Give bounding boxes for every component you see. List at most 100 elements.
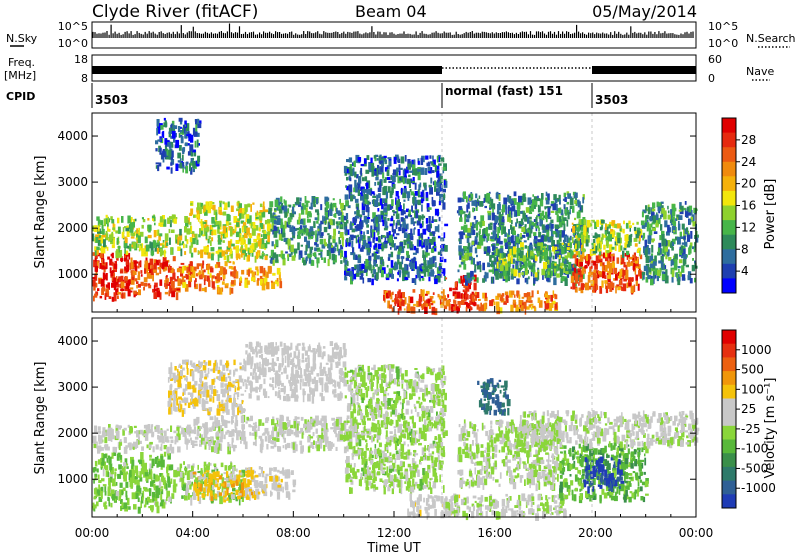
power-cell-r8 — [403, 200, 405, 202]
power-cell-r8 — [365, 199, 368, 204]
power-cell-r5 — [207, 245, 209, 247]
power-cell-r8 — [420, 224, 423, 229]
power-cell-r8 — [411, 217, 414, 224]
power-cell-r4 — [177, 237, 179, 245]
power-cell-r15 — [603, 245, 606, 250]
power-cell-r1 — [169, 282, 171, 286]
station-title: Clyde River (fitACF) — [92, 2, 258, 22]
velocity-cell-r0 — [153, 474, 155, 480]
power-cell-r9 — [413, 304, 416, 306]
power-cell-r6 — [342, 237, 345, 240]
velocity-cell-r0 — [155, 475, 158, 482]
freq-label-line2: [MHz] — [4, 69, 36, 82]
power-cell-r14 — [612, 263, 616, 269]
power-cell-r8 — [428, 167, 431, 172]
power-cell-r6 — [318, 231, 322, 235]
velocity-cell-r0 — [160, 456, 163, 464]
power-cell-r15 — [638, 231, 641, 233]
power-cell-r5 — [259, 227, 261, 231]
power-cell-r8 — [426, 218, 428, 224]
power-cell-r6 — [270, 229, 272, 232]
power-cell-r7 — [178, 126, 180, 132]
power-cell-r12 — [524, 240, 527, 242]
power-cell-r9 — [433, 292, 435, 295]
power-cell-r5 — [201, 224, 203, 230]
power-cell-r11 — [550, 303, 554, 308]
power-cell-r16 — [650, 279, 654, 286]
power-cell-r4 — [118, 227, 121, 234]
power-cell-r11 — [502, 293, 505, 297]
power-cell-r8 — [429, 258, 433, 265]
power-cell-r11 — [484, 303, 486, 308]
power-cell-r4 — [148, 230, 151, 233]
power-cell-r15 — [578, 233, 581, 237]
power-cell-r9 — [425, 294, 428, 296]
power-cell-r15 — [626, 223, 629, 229]
power-cell-r14 — [572, 283, 575, 290]
velocity-cell-r2 — [263, 485, 267, 491]
velocity-cell-r0 — [133, 505, 136, 509]
velocity-cell-r0 — [105, 465, 108, 470]
power-cell-r5 — [236, 222, 239, 227]
power-cell-r8 — [387, 177, 390, 180]
power-cell-r16 — [644, 266, 648, 271]
power-cell-r4 — [185, 235, 187, 241]
power-cell-r6 — [292, 255, 296, 260]
velocity-cell-r0 — [140, 452, 144, 460]
power-cell-r8 — [346, 238, 348, 242]
velocity-cell-r0 — [124, 466, 126, 473]
velocity-cell-r0 — [149, 455, 152, 458]
power-cell-r9 — [395, 303, 397, 306]
power-cell-r8 — [433, 164, 436, 167]
power-cell-r12 — [521, 219, 523, 226]
power-cell-r12 — [518, 196, 522, 203]
power-cell-r12 — [550, 236, 554, 240]
power-cell-r1 — [169, 286, 171, 290]
power-cell-r7 — [189, 144, 193, 151]
power-cell-r9 — [422, 289, 425, 297]
power-cell-r0 — [109, 296, 112, 299]
power-cell-r1 — [138, 289, 141, 295]
power-cell-r8 — [367, 201, 370, 205]
power-cell-r2 — [218, 288, 220, 293]
power-cell-r5 — [208, 252, 211, 258]
power-cell-r12 — [479, 201, 483, 207]
power-cell-r13 — [548, 271, 550, 275]
velocity-cell-r0 — [132, 492, 136, 499]
power-cell-r14 — [617, 257, 620, 263]
power-cell-r1 — [171, 281, 175, 288]
power-cell-r8 — [403, 188, 407, 193]
power-cell-r12 — [551, 211, 555, 213]
power-cell-r11 — [522, 297, 525, 299]
power-cell-r8 — [412, 181, 415, 183]
power-cell-r12 — [526, 278, 528, 284]
power-cell-r3 — [251, 277, 255, 281]
power-cell-r4 — [148, 235, 152, 238]
power-cell-r5 — [218, 254, 220, 261]
power-cell-r12 — [571, 199, 573, 202]
power-cell-r13 — [528, 250, 530, 258]
power-cell-r6 — [300, 220, 304, 224]
power-cell-r8 — [344, 227, 346, 235]
power-cell-r12 — [509, 207, 512, 211]
power-cell-r8 — [444, 224, 448, 227]
freq-tick-bottom-right: 0 — [708, 72, 715, 85]
power-cell-r12 — [458, 269, 460, 272]
nsky-tick-top-left: 10^5 — [58, 20, 88, 33]
velocity-cell-r1 — [204, 465, 206, 473]
power-cell-r12 — [522, 213, 526, 220]
power-cell-r9 — [392, 292, 394, 295]
power-cell-r15 — [617, 223, 621, 228]
power-cell-r9 — [389, 305, 392, 309]
power-cell-r7 — [162, 131, 164, 138]
power-cell-r6 — [285, 251, 288, 253]
power-cell-r1 — [140, 270, 142, 274]
power-cell-r8 — [361, 273, 364, 276]
power-cell-r16 — [677, 279, 680, 286]
power-cell-r14 — [607, 273, 609, 275]
power-cell-r5 — [231, 244, 235, 247]
power-cell-r8 — [368, 248, 370, 253]
power-cell-r8 — [387, 157, 391, 159]
power-cell-r16 — [645, 249, 648, 257]
power-cell-r8 — [349, 157, 352, 162]
